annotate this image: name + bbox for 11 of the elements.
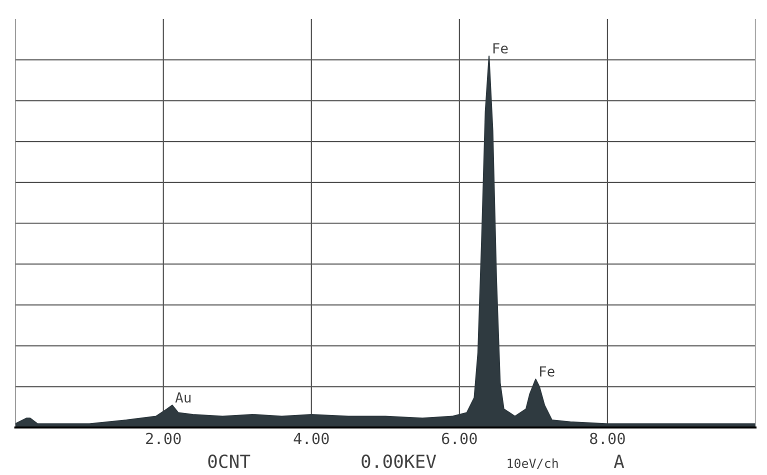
x-tick-label: 8.00 [590,432,625,444]
x-tick-label: 4.00 [294,432,329,444]
text: A [614,454,624,468]
text: 0CNT [208,454,250,468]
annotation: Fe [493,43,508,54]
text: 0.00KEV [362,454,436,468]
annotation: Fe [540,366,554,377]
x-tick-label: 6.00 [442,432,477,444]
x-tick-label: 2.00 [146,432,181,444]
text: 10eV/ch [508,458,558,470]
annotation: Au [175,392,191,403]
